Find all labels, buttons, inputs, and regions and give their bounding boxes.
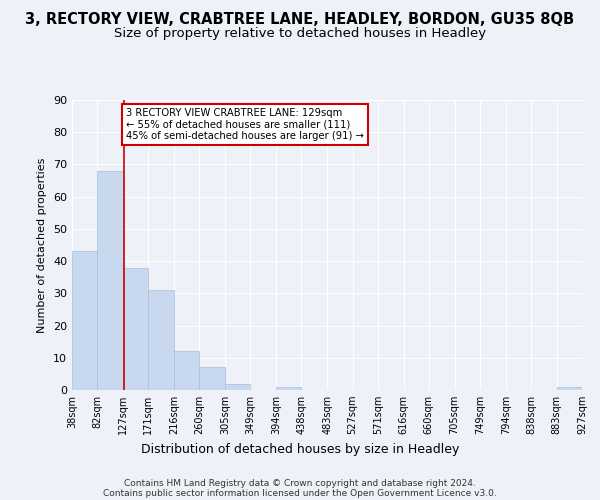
Bar bbox=[72, 252, 97, 390]
Bar bbox=[123, 268, 148, 390]
Bar bbox=[148, 290, 174, 390]
Text: 3 RECTORY VIEW CRABTREE LANE: 129sqm
← 55% of detached houses are smaller (111)
: 3 RECTORY VIEW CRABTREE LANE: 129sqm ← 5… bbox=[127, 108, 364, 142]
Bar bbox=[557, 387, 582, 390]
Bar bbox=[276, 387, 301, 390]
Bar bbox=[174, 352, 199, 390]
Text: 3, RECTORY VIEW, CRABTREE LANE, HEADLEY, BORDON, GU35 8QB: 3, RECTORY VIEW, CRABTREE LANE, HEADLEY,… bbox=[25, 12, 575, 28]
Text: Size of property relative to detached houses in Headley: Size of property relative to detached ho… bbox=[114, 28, 486, 40]
Bar bbox=[97, 171, 123, 390]
Text: Contains public sector information licensed under the Open Government Licence v3: Contains public sector information licen… bbox=[103, 489, 497, 498]
Bar bbox=[225, 384, 250, 390]
Text: Distribution of detached houses by size in Headley: Distribution of detached houses by size … bbox=[141, 442, 459, 456]
Bar bbox=[199, 368, 225, 390]
Text: Contains HM Land Registry data © Crown copyright and database right 2024.: Contains HM Land Registry data © Crown c… bbox=[124, 479, 476, 488]
Y-axis label: Number of detached properties: Number of detached properties bbox=[37, 158, 47, 332]
